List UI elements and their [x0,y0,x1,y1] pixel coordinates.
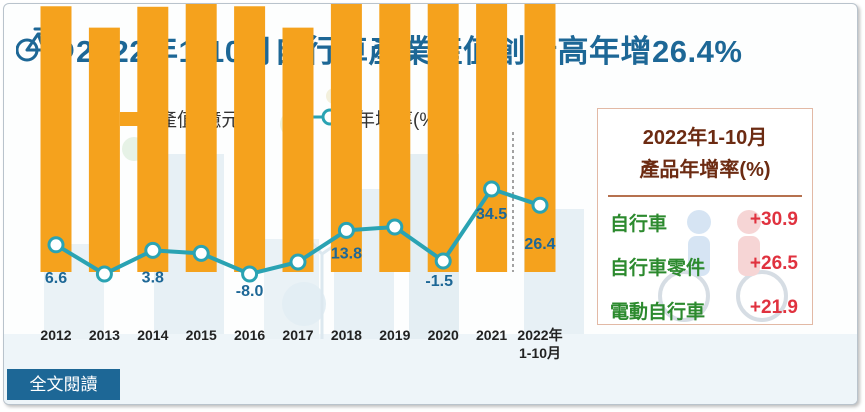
growth-point-2014 [144,241,162,259]
growth-point-2012 [47,236,65,254]
growth-value-label: 26.4 [524,236,555,253]
panel-row-value: +26.5 [749,253,798,274]
x-tick-label: 2018 [331,327,362,343]
panel-title-line2: 產品年增率(%) [639,159,771,181]
bar-2021 [476,4,508,273]
x-tick-label: 1-10月 [519,345,561,361]
growth-value-label: 34.5 [476,206,507,223]
growth-point-2020 [434,252,452,270]
panel-row-label: 自行車零件 [610,258,706,279]
x-tick-label: 2017 [282,327,313,343]
growth-point-2015 [192,244,210,262]
bar-2012 [40,6,72,272]
product-growth-panel: 2022年1-10月 產品年增率(%) 自行車 +30.9 自行車零件 +26.… [597,108,813,325]
growth-value-label: -1.5 [425,273,453,290]
bar-2014 [137,6,169,273]
x-tick-label: 2015 [186,327,217,343]
panel-row-label: 自行車 [610,214,668,235]
panel-row-label: 電動自行車 [610,302,706,323]
bar-2013 [88,27,120,272]
x-tick-label: 2013 [89,327,120,343]
growth-value-label: -8.0 [236,283,264,300]
growth-value-label: 13.8 [331,245,362,262]
x-tick-label: 2021 [476,327,507,343]
growth-point-2018 [337,221,355,239]
growth-value-label: 3.8 [142,269,164,286]
read-full-button[interactable]: 全文閱讀 [7,369,120,400]
bar-2020 [427,4,459,272]
x-tick-label: 2020 [428,327,459,343]
x-tick-label: 2014 [137,327,168,343]
growth-point-2013 [95,265,113,283]
growth-point-2019 [386,218,404,236]
growth-point-2022年 [531,196,549,214]
growth-value-label: 6.6 [45,270,67,287]
x-tick-label: 2019 [379,327,410,343]
bar-2016 [234,6,266,272]
x-tick-label: 2022年 [517,327,562,343]
infographic-frame: 2022年1-10月自行車產業產值創新高年增26.4% 產值(億元) 年增率(%… [3,3,858,405]
bar-2022年 [524,4,556,272]
bar-2017 [282,27,314,272]
panel-title-line1: 2022年1-10月 [642,127,768,149]
growth-point-2017 [289,253,307,271]
bar-2015 [185,4,217,272]
chart-plot: 1,0321,0301,0321,1461,3151,7681,8246.63.… [40,4,563,361]
growth-point-2016 [241,265,259,283]
panel-row-value: +30.9 [749,209,798,230]
panel-row-value: +21.9 [749,297,798,318]
x-tick-label: 2016 [234,327,265,343]
cyclists-illustration [658,210,788,322]
growth-point-2021 [483,180,501,198]
panel-divider [608,195,802,197]
x-tick-label: 2012 [40,327,71,343]
